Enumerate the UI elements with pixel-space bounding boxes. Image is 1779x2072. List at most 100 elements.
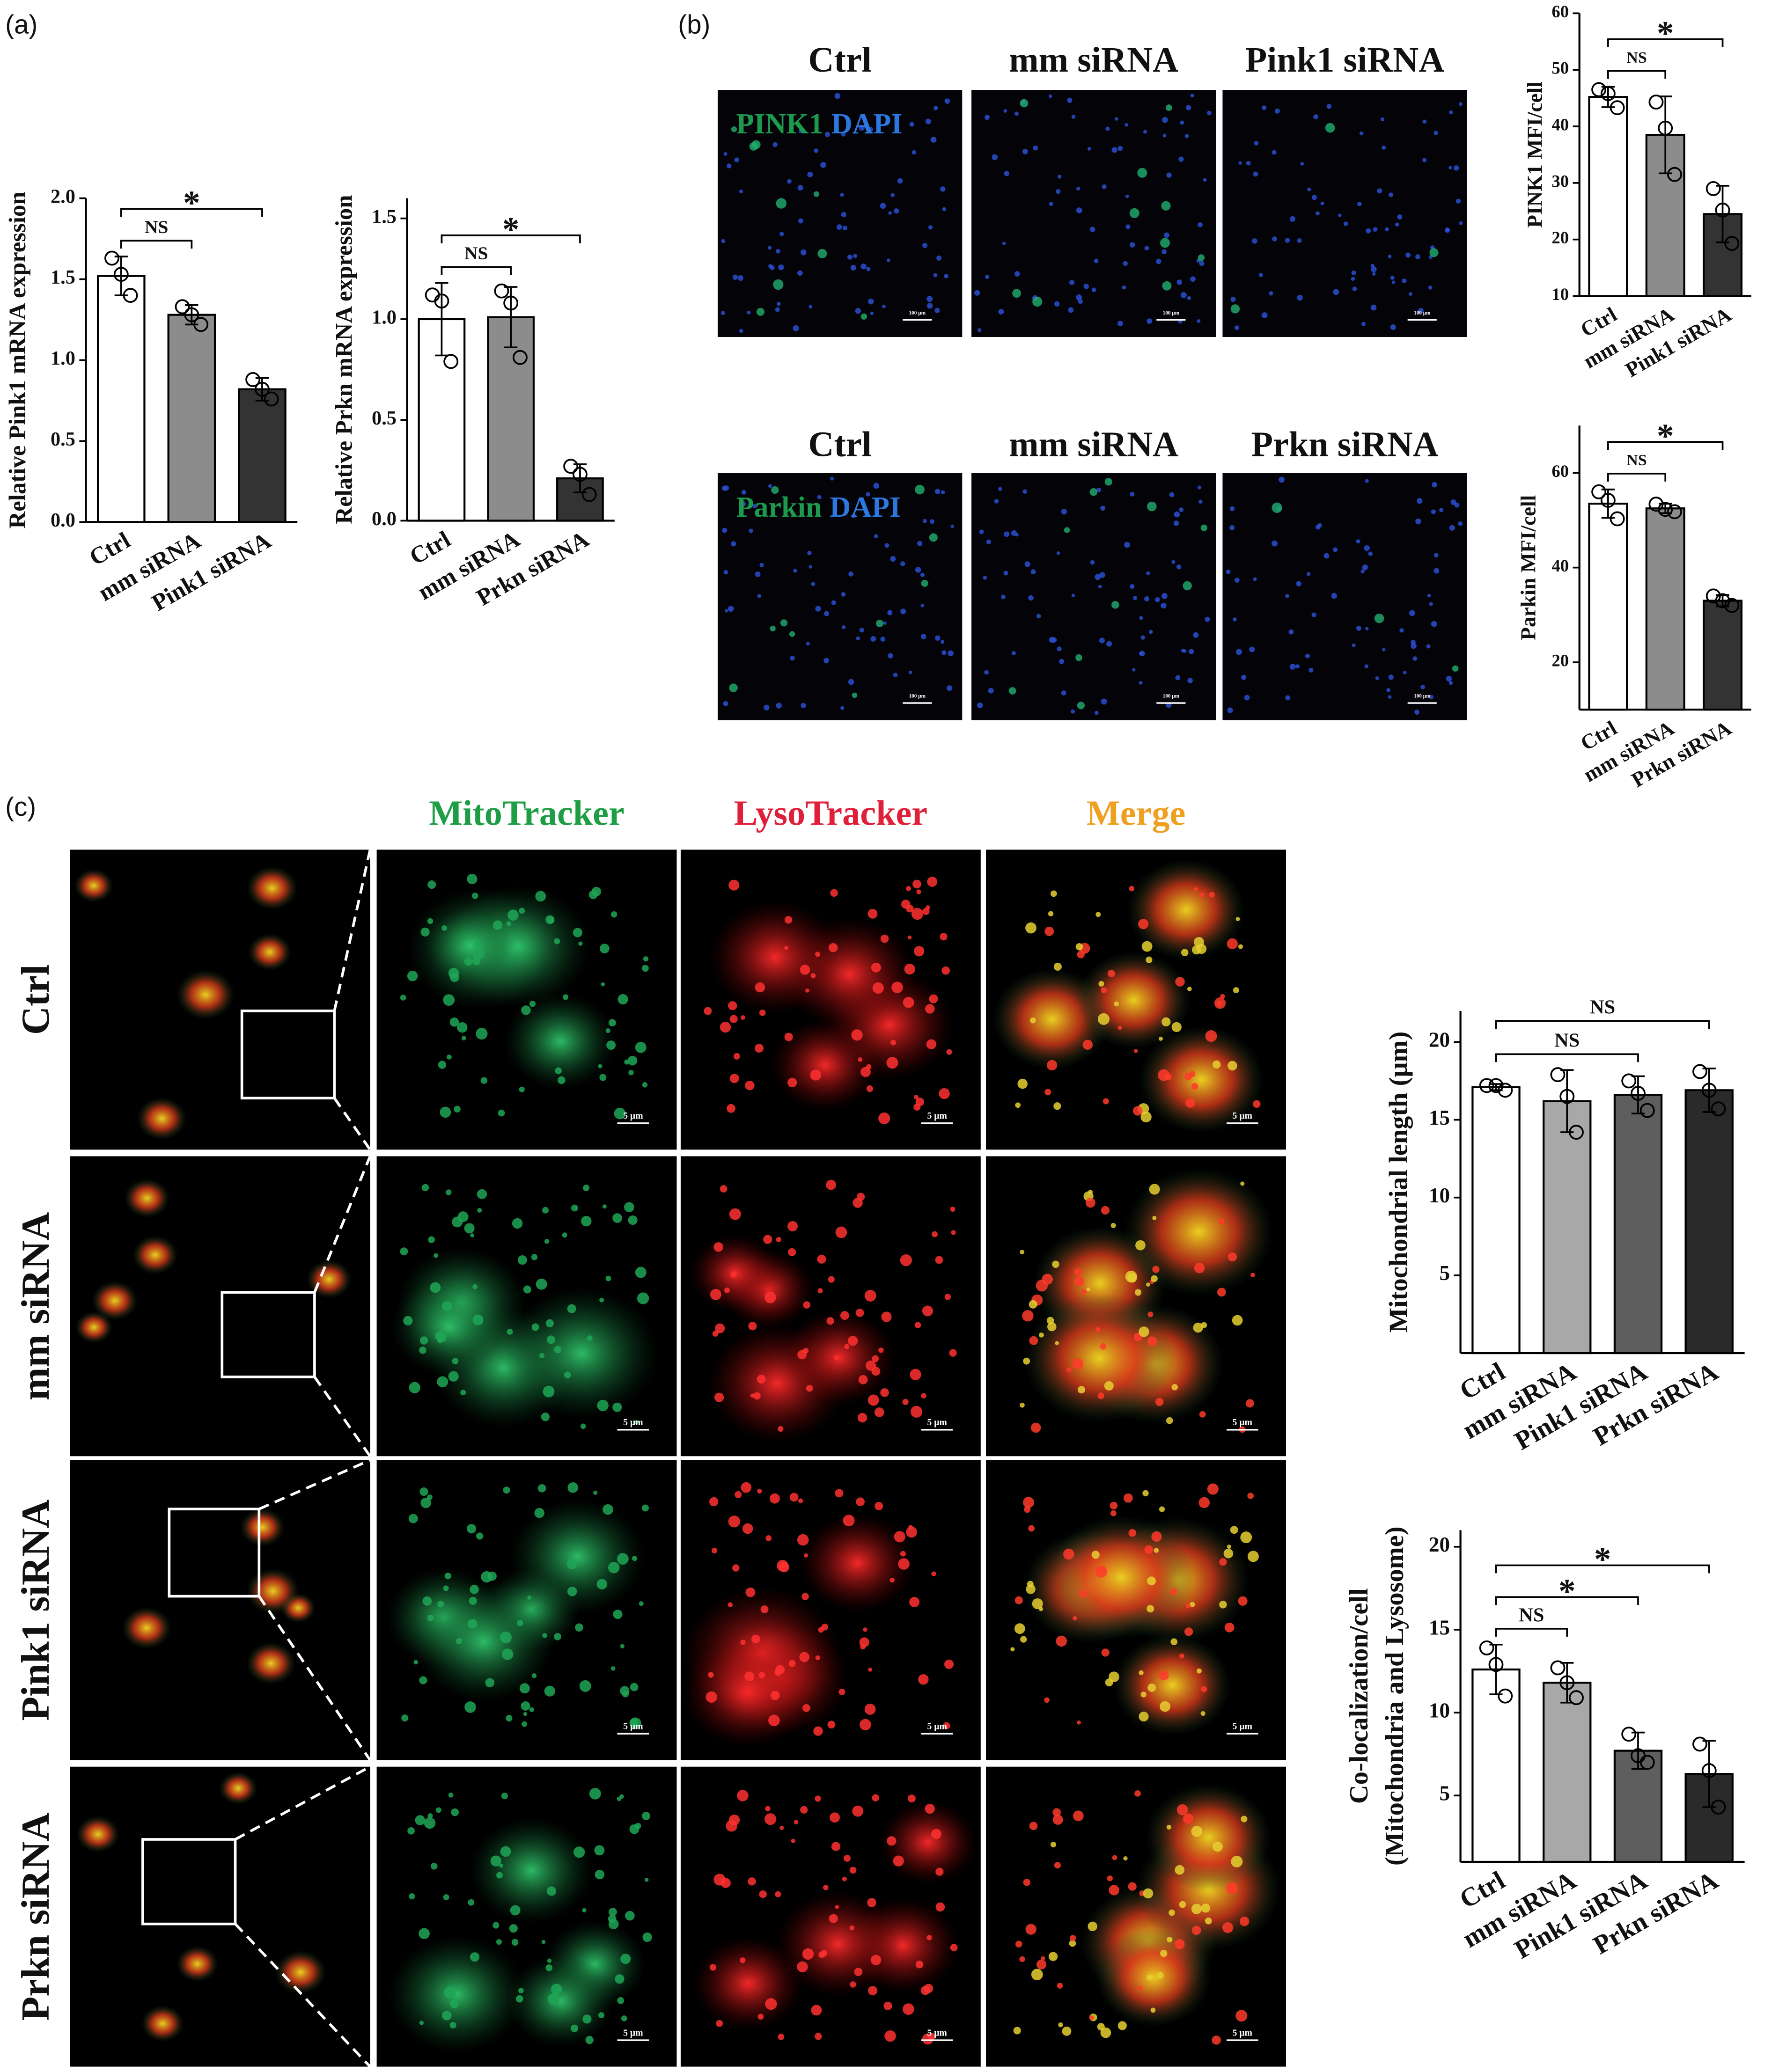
organelle [427,880,436,889]
nucleus [1148,630,1153,634]
nucleus [778,264,784,271]
organelle [621,2015,627,2021]
nucleus [934,489,941,494]
organelle [815,1795,821,1802]
organelle [409,1382,420,1393]
nucleus [888,211,892,215]
organelle [851,1029,863,1041]
organelle [904,963,915,975]
organelle [891,981,903,993]
nucleus [1004,171,1010,176]
nucleus [1272,150,1277,155]
organelle [519,1683,530,1694]
nucleus [880,637,886,642]
organelle [834,1355,839,1360]
nucleus [1362,564,1368,571]
organelle [880,934,889,943]
organelle [866,1085,874,1092]
nucleus [1078,299,1083,304]
organelle [477,1208,482,1213]
significance-label: * [1657,417,1674,454]
stained-cell [1008,687,1016,695]
data-point [563,459,579,474]
nucleus [1130,584,1135,589]
organelle [710,1289,721,1300]
organelle [1247,1493,1254,1499]
organelle [745,1587,756,1597]
nucleus [1246,161,1251,166]
nucleus [859,124,865,131]
organelle [1138,919,1149,930]
organelle [758,1672,765,1678]
organelle [890,1040,897,1046]
nucleus [737,275,743,281]
cell-signal [1146,1783,1272,1892]
data-point [1639,1103,1655,1118]
nucleus [853,254,858,258]
scale-bar-label: 5 μm [927,1417,947,1428]
organelle [788,1248,796,1257]
organelle [944,1294,951,1300]
nucleus [755,571,761,577]
nucleus [1426,644,1431,649]
nucleus [1389,192,1393,198]
data-point [184,307,199,322]
organelle [763,1235,772,1244]
y-tick-label: 10 [1429,1184,1450,1207]
significance-label: NS [1590,996,1615,1018]
stained-cell [773,279,784,290]
nucleus [1049,637,1055,643]
scale-bar-label: 100 μm [1414,694,1431,699]
organelle [420,1497,431,1508]
nucleus [732,274,738,280]
organelle [914,1095,919,1100]
organelle [1144,1545,1153,1554]
organelle [1140,1691,1147,1698]
data-point [113,267,129,282]
nucleus [841,132,846,137]
cell-signal [219,1772,257,1805]
cell-signal [75,1311,113,1344]
organelle [464,1701,476,1713]
organelle [745,1080,755,1091]
nucleus [1061,690,1066,696]
micrograph [1222,90,1467,337]
organelle [1081,1289,1087,1295]
organelle [546,1886,556,1896]
organelle [706,1691,717,1703]
data-point [1711,1800,1726,1815]
organelle [764,1813,777,1825]
nucleus [1111,147,1117,153]
stained-cell [875,619,883,627]
data-point [1569,1125,1584,1140]
organelle [625,1911,635,1921]
organelle [799,1652,810,1662]
organelle [634,1420,639,1425]
organelle [1200,1711,1206,1716]
nucleus [1030,569,1036,575]
organelle [470,1952,480,1962]
nucleus [801,703,806,708]
stained-cell [1429,248,1439,257]
zoom-line [234,1923,371,2068]
stained-cell [1230,304,1240,314]
significance-bracket [1495,1020,1710,1029]
organelle [1089,2015,1094,2021]
organelle [1154,1548,1159,1553]
organelle [878,1112,890,1125]
organelle [1201,1686,1207,1692]
nucleus [1229,506,1235,512]
stained-cell [731,126,737,132]
organelle [615,1974,625,1984]
nucleus [1161,602,1167,609]
organelle [1029,1336,1038,1345]
cell-signal [1127,859,1245,960]
organelle [555,1067,562,1074]
organelle [1022,1310,1034,1322]
nucleus [920,572,925,577]
organelle [802,1347,809,1354]
nucleus [1458,521,1463,526]
column-header: MitoTracker [429,793,625,833]
organelle [1183,1813,1194,1824]
cell-signal [880,1801,977,1884]
